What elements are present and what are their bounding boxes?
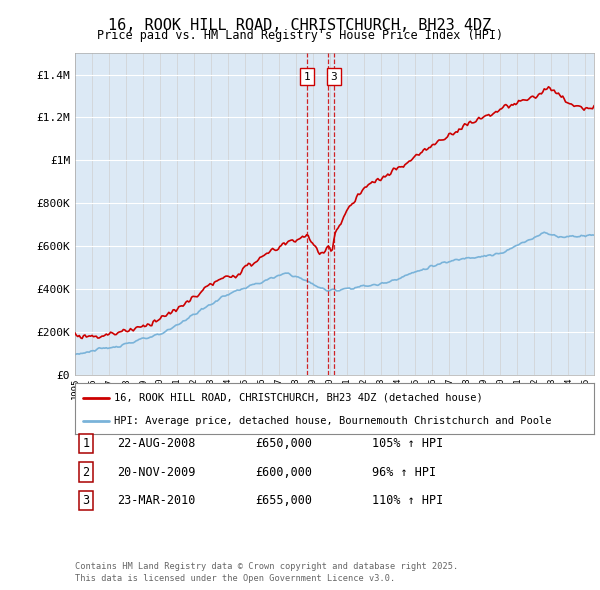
Text: 16, ROOK HILL ROAD, CHRISTCHURCH, BH23 4DZ (detached house): 16, ROOK HILL ROAD, CHRISTCHURCH, BH23 4… [114, 392, 482, 402]
Text: 2: 2 [82, 466, 89, 478]
Text: This data is licensed under the Open Government Licence v3.0.: This data is licensed under the Open Gov… [75, 574, 395, 583]
Text: £650,000: £650,000 [255, 437, 312, 450]
Text: 3: 3 [82, 494, 89, 507]
Text: 3: 3 [331, 71, 337, 81]
Text: 22-AUG-2008: 22-AUG-2008 [117, 437, 196, 450]
Text: 1: 1 [304, 71, 310, 81]
Text: 20-NOV-2009: 20-NOV-2009 [117, 466, 196, 478]
Text: 105% ↑ HPI: 105% ↑ HPI [372, 437, 443, 450]
Text: 110% ↑ HPI: 110% ↑ HPI [372, 494, 443, 507]
Text: Contains HM Land Registry data © Crown copyright and database right 2025.: Contains HM Land Registry data © Crown c… [75, 562, 458, 571]
Text: £600,000: £600,000 [255, 466, 312, 478]
Text: Price paid vs. HM Land Registry's House Price Index (HPI): Price paid vs. HM Land Registry's House … [97, 30, 503, 42]
Text: HPI: Average price, detached house, Bournemouth Christchurch and Poole: HPI: Average price, detached house, Bour… [114, 416, 551, 426]
Text: 1: 1 [82, 437, 89, 450]
Text: 23-MAR-2010: 23-MAR-2010 [117, 494, 196, 507]
Text: 16, ROOK HILL ROAD, CHRISTCHURCH, BH23 4DZ: 16, ROOK HILL ROAD, CHRISTCHURCH, BH23 4… [109, 18, 491, 32]
Text: 96% ↑ HPI: 96% ↑ HPI [372, 466, 436, 478]
Text: £655,000: £655,000 [255, 494, 312, 507]
